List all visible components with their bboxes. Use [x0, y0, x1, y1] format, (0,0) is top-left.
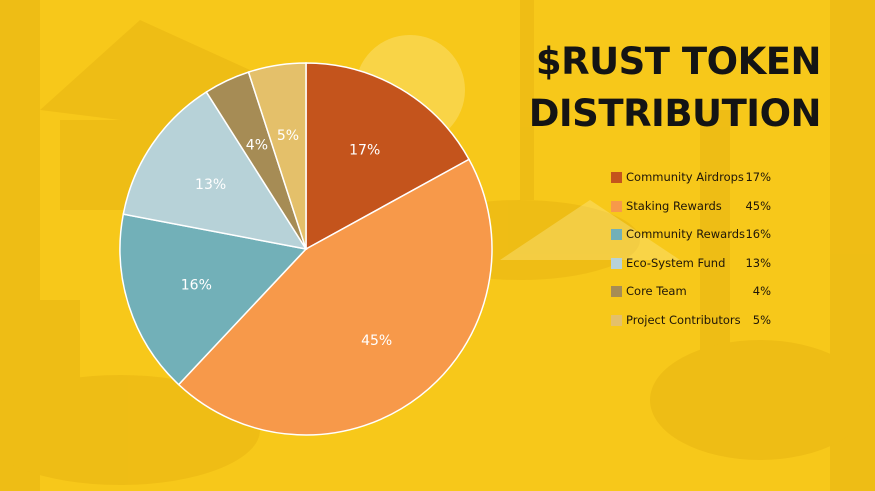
pie-data-label: 13%	[195, 177, 226, 193]
legend-item: Community Rewards 16%	[611, 225, 771, 254]
legend-swatch	[611, 286, 622, 297]
chart-title-line-1: $RUST TOKEN	[535, 40, 822, 83]
chart-legend: Community Airdrops 17% Staking Rewards 4…	[611, 168, 771, 339]
legend-item: Community Airdrops 17%	[611, 168, 771, 197]
chart-title: $RUST TOKEN DISTRIBUTION	[501, 36, 822, 140]
legend-item: Eco-System Fund 13%	[611, 254, 771, 283]
legend-swatch	[611, 172, 622, 183]
pie-data-label: 17%	[349, 143, 380, 159]
pie-slice-staking-rewards	[177, 158, 493, 436]
pie-slice-project-contributors	[247, 62, 307, 250]
legend-label: Community Rewards	[626, 227, 746, 241]
legend-swatch	[611, 200, 622, 212]
legend-value: 13%	[745, 255, 771, 270]
legend-swatch	[611, 229, 622, 240]
pie-slice-eco-system-fund	[122, 90, 308, 251]
pie-data-label: 16%	[181, 278, 212, 294]
pie-slice-community-airdrops	[305, 62, 471, 251]
pie-data-label: 45%	[361, 333, 392, 349]
chart-title-line-2: DISTRIBUTION	[528, 92, 822, 135]
legend-label: Community Airdrops	[626, 170, 744, 184]
pie-data-label: 5%	[277, 128, 299, 144]
legend-item: Core Team 4%	[611, 282, 771, 311]
legend-label: Eco-System Fund	[626, 255, 726, 270]
legend-swatch	[611, 314, 622, 326]
legend-swatch	[611, 257, 622, 269]
legend-value: 4%	[752, 284, 771, 298]
legend-item: Staking Rewards 45%	[611, 197, 771, 226]
legend-value: 45%	[745, 198, 771, 213]
legend-label: Staking Rewards	[626, 198, 722, 213]
pie-data-label: 4%	[246, 138, 268, 154]
legend-item: Project Contributors 5%	[611, 311, 771, 340]
legend-label: Core Team	[626, 284, 687, 298]
pie-slice-community-rewards	[119, 213, 308, 386]
legend-value: 5%	[752, 312, 771, 327]
legend-value: 17%	[745, 170, 771, 184]
legend-label: Project Contributors	[626, 312, 741, 327]
legend-value: 16%	[745, 227, 771, 241]
